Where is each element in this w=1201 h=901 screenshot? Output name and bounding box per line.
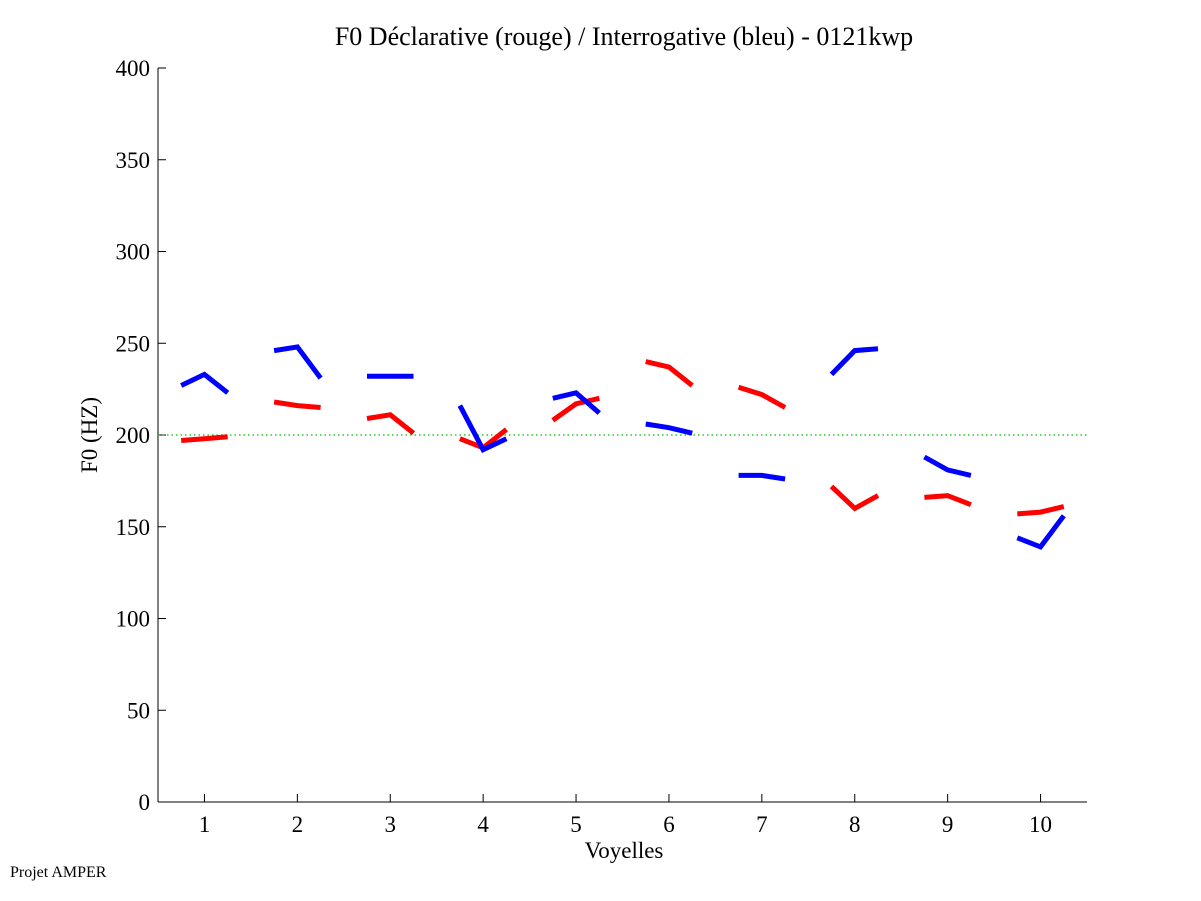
y-tick-label: 400	[116, 56, 151, 81]
y-tick-label: 100	[116, 607, 151, 632]
y-tick-label: 200	[116, 423, 151, 448]
x-tick-label: 9	[942, 812, 954, 837]
footer-credit: Projet AMPER	[10, 864, 107, 881]
series-declarative-red-vowel-3	[366, 412, 416, 436]
series-interrogative-blue-vowel-5	[552, 390, 601, 415]
x-tick-label: 2	[292, 812, 304, 837]
series-declarative-red-vowel-2	[273, 399, 321, 410]
x-axis-label: Voyelles	[584, 838, 664, 863]
series-declarative-red-vowel-6	[645, 359, 694, 388]
y-tick-label: 250	[116, 331, 151, 356]
series-interrogative-blue-vowel-8	[829, 346, 879, 377]
series-interrogative-blue-vowel-2	[273, 344, 323, 380]
x-tick-label: 1	[199, 812, 211, 837]
y-tick-label: 50	[127, 698, 150, 723]
x-tick-label: 7	[756, 812, 768, 837]
series-declarative-red-vowel-9	[924, 493, 972, 508]
series-interrogative-blue-vowel-10	[1016, 514, 1066, 550]
y-tick-label: 300	[116, 240, 151, 265]
y-tick-label: 0	[139, 790, 151, 815]
y-tick-label: 150	[116, 515, 151, 540]
series-declarative-red-vowel-7	[737, 384, 787, 410]
series-declarative-red-vowel-1	[181, 434, 228, 443]
x-tick-label: 8	[849, 812, 861, 837]
series-declarative-red-vowel-8	[829, 484, 880, 512]
x-tick-label: 10	[1029, 812, 1052, 837]
chart-title: F0 Déclarative (rouge) / Interrogative (…	[334, 22, 914, 51]
series-interrogative-blue-vowel-7	[738, 472, 786, 482]
x-tick-label: 4	[477, 812, 489, 837]
series-interrogative-blue-vowel-9	[923, 454, 972, 478]
x-tick-label: 6	[663, 812, 675, 837]
series-interrogative-blue-vowel-1	[180, 371, 230, 395]
series-interrogative-blue-vowel-6	[645, 421, 693, 436]
x-tick-label: 5	[570, 812, 582, 837]
series-declarative-red-vowel-10	[1017, 504, 1065, 517]
series-interrogative-blue-vowel-4	[457, 404, 508, 453]
series-declarative-red-vowel-5	[551, 395, 600, 423]
x-tick-label: 3	[385, 812, 397, 837]
y-tick-label: 350	[116, 148, 151, 173]
